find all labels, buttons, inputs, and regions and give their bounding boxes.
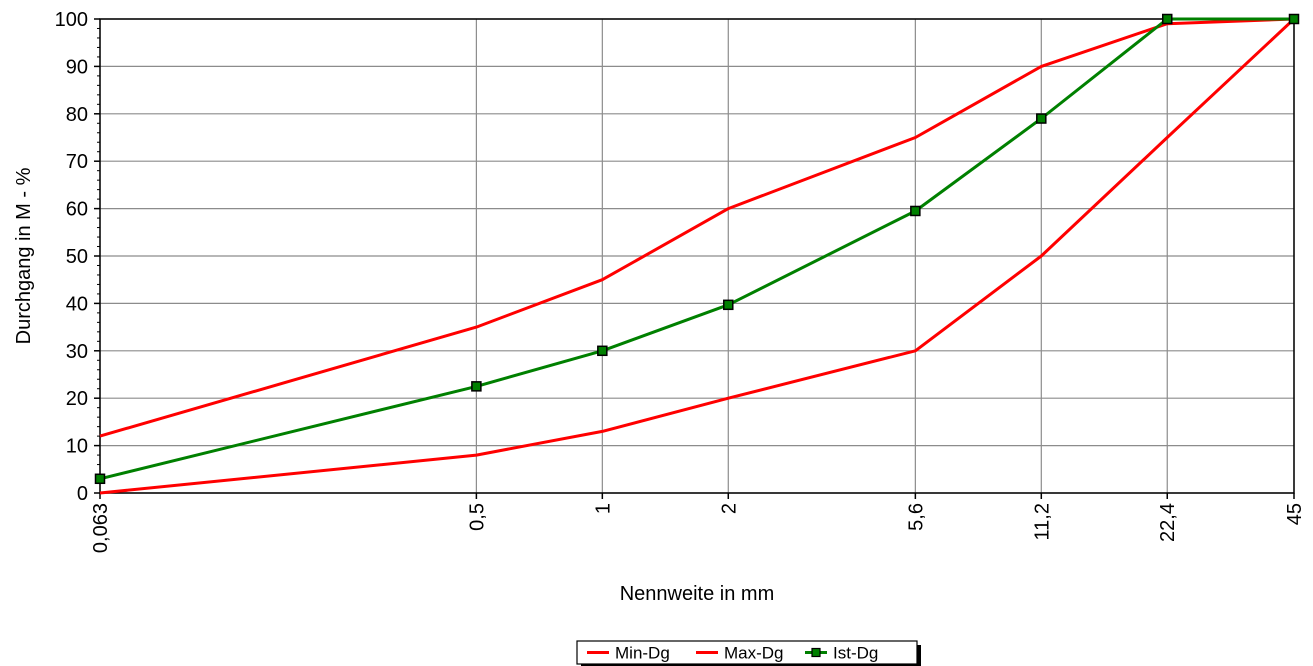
series-line-ist-dg — [99, 17, 1294, 481]
x-tick-label: 22,4 — [1157, 503, 1179, 542]
data-point-ist-dg — [94, 473, 106, 485]
x-tick-label: 45 — [1284, 503, 1306, 525]
y-tick-label: 60 — [66, 199, 88, 221]
data-point-ist-dg — [910, 205, 921, 217]
x-tick-label: 1 — [592, 503, 614, 514]
legend-marker — [811, 647, 821, 658]
tick-labels: 0 10 20 30 40 50 60 70 80 90 100 0,063 0,5 1 2 5,6 11,2 2… — [55, 9, 1306, 553]
series — [94, 13, 1300, 495]
legend: Min-Dg Max-Dg Ist-Dg — [576, 640, 921, 666]
y-tick-label: 40 — [66, 293, 88, 315]
y-tick-label: 90 — [66, 56, 88, 78]
legend-box — [576, 640, 918, 665]
plot-frame — [99, 18, 1295, 494]
data-point-ist-dg — [471, 381, 482, 392]
data-point-ist-dg — [1161, 13, 1173, 25]
axes — [94, 18, 1295, 499]
y-tick-label: 20 — [66, 388, 88, 410]
y-tick-label: 80 — [66, 104, 88, 126]
y-tick-label: 70 — [66, 151, 88, 173]
y-tick-label: 50 — [66, 246, 88, 268]
legend-label: Ist-Dg — [833, 644, 878, 663]
x-tick-label: 5,6 — [905, 503, 927, 531]
series-line-max-dg — [99, 17, 1295, 438]
data-point-ist-dg — [723, 299, 734, 311]
data-point-ist-dg — [1288, 13, 1300, 25]
x-axis-title: Nennweite in mm — [620, 583, 775, 605]
data-point-ist-dg — [1036, 113, 1047, 124]
x-tick-label: 0,063 — [90, 503, 112, 553]
y-tick-label: 10 — [66, 436, 88, 458]
y-axis-title: Durchgang in M - % — [13, 167, 35, 344]
data-point-ist-dg — [597, 345, 608, 357]
x-tick-label: 11,2 — [1031, 503, 1053, 540]
y-tick-label: 30 — [66, 341, 88, 363]
y-tick-label: 0 — [77, 483, 88, 505]
legend-label: Max-Dg — [724, 644, 784, 663]
x-tick-label: 0,5 — [466, 503, 488, 531]
y-tick-label: 100 — [55, 9, 88, 31]
series-line-min-dg — [99, 17, 1296, 495]
legend-label: Min-Dg — [615, 644, 670, 663]
x-tick-label: 2 — [718, 503, 740, 514]
